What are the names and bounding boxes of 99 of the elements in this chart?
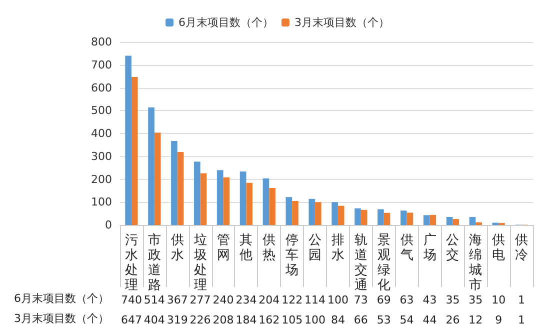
- bar: [154, 132, 161, 225]
- bar: [430, 214, 436, 225]
- data-label: 114: [304, 294, 326, 306]
- bar: [360, 210, 368, 225]
- x-tick-label: 供热: [262, 233, 276, 263]
- y-tick-label: 500: [91, 104, 112, 118]
- data-label: 208: [212, 314, 234, 326]
- data-label: 43: [422, 294, 437, 306]
- x-tick-label: 供气: [400, 233, 414, 263]
- data-label: 740: [120, 294, 142, 306]
- x-tick-label: 供水: [170, 233, 184, 263]
- bar: [476, 222, 482, 225]
- y-tick-label: 0: [105, 218, 112, 232]
- data-label: 73: [354, 294, 368, 306]
- x-tick-label: 供冷: [515, 233, 528, 263]
- data-label: 277: [190, 294, 211, 306]
- data-label: 162: [258, 314, 280, 326]
- data-label: 404: [144, 314, 165, 326]
- data-label: 226: [190, 314, 211, 326]
- data-label: 122: [282, 294, 303, 306]
- bar: [406, 212, 414, 225]
- y-tick-label: 300: [91, 150, 112, 163]
- bar: [269, 188, 276, 225]
- data-label: 234: [236, 294, 257, 306]
- data-label: 69: [376, 294, 391, 306]
- bar: [200, 173, 207, 225]
- bar: [378, 209, 384, 225]
- data-label: 84: [330, 314, 345, 326]
- data-label: 204: [258, 294, 280, 306]
- legend-label: 6月末项目数（个）: [178, 16, 274, 29]
- bar: [292, 200, 298, 225]
- y-tick-label: 800: [91, 36, 112, 48]
- bar: [125, 56, 132, 225]
- x-tick-label: 公交: [446, 233, 460, 263]
- bar: [171, 141, 178, 225]
- data-label: 319: [166, 314, 188, 326]
- data-label: 26: [446, 314, 460, 326]
- data-label: 66: [354, 314, 368, 326]
- data-label: 240: [212, 294, 234, 306]
- bar: [131, 77, 138, 225]
- x-tick-label: 市政道路: [148, 233, 161, 293]
- data-label: 12: [468, 314, 483, 326]
- bar: [332, 202, 338, 225]
- bar: [384, 212, 390, 225]
- bar: [194, 162, 200, 225]
- bar: [177, 152, 184, 225]
- y-tick-label: 600: [91, 81, 112, 94]
- x-tick-label: 垃圾处理: [192, 233, 207, 293]
- bar: [354, 208, 361, 225]
- x-tick-label: 污水处理: [124, 233, 138, 293]
- x-tick-label: 公园: [308, 233, 322, 263]
- bar: [216, 170, 224, 225]
- data-label: 63: [400, 294, 414, 306]
- bar: [262, 178, 270, 225]
- bar: [400, 210, 407, 225]
- data-label: 100: [327, 294, 348, 306]
- x-tick-label: 其他: [240, 233, 253, 263]
- bar: [423, 215, 430, 225]
- data-label: 184: [236, 314, 257, 326]
- text: 3月末项目数（个）: [14, 312, 109, 325]
- x-tick-label: 停车场: [284, 233, 299, 278]
- data-label: 100: [304, 314, 326, 326]
- x-tick-label: 供电: [492, 233, 506, 263]
- y-tick-label: 200: [91, 172, 112, 186]
- bar: [308, 198, 316, 225]
- bar: [286, 197, 292, 225]
- data-label: 367: [166, 294, 188, 306]
- bar: [469, 216, 476, 225]
- data-label: 35: [468, 294, 483, 306]
- bar: [446, 216, 453, 225]
- data-label: 9: [495, 314, 502, 326]
- bar: [148, 107, 154, 225]
- data-label: 105: [282, 314, 303, 326]
- y-tick-label: 700: [91, 58, 112, 72]
- x-tick-label: 排水: [331, 233, 344, 263]
- bar: [452, 219, 460, 225]
- data-label: 647: [120, 314, 142, 326]
- bar: [223, 177, 230, 225]
- bar: [240, 171, 246, 225]
- legend-label: 3月末项目数（个）: [294, 16, 390, 29]
- bar: [315, 202, 322, 225]
- x-tick-label: 广场: [422, 233, 436, 263]
- data-label: 514: [144, 294, 165, 306]
- data-label: 10: [492, 294, 506, 306]
- x-tick-label: 海绵城市: [468, 233, 482, 293]
- data-label: 44: [422, 314, 437, 326]
- data-label: 1: [518, 294, 526, 306]
- bar: [246, 182, 253, 225]
- data-label: 54: [400, 314, 414, 326]
- bar: [338, 206, 344, 225]
- y-tick-label: 400: [91, 127, 112, 140]
- text: 6月末项目数（个）: [14, 292, 109, 305]
- y-tick-label: 100: [91, 196, 112, 209]
- x-tick-label: 景观绿化: [377, 233, 390, 293]
- data-label: 1: [518, 314, 526, 326]
- data-label: 35: [446, 294, 460, 306]
- data-label: 53: [376, 314, 391, 326]
- x-tick-label: 轨道交通: [354, 233, 368, 293]
- x-tick-label: 管网: [216, 233, 230, 263]
